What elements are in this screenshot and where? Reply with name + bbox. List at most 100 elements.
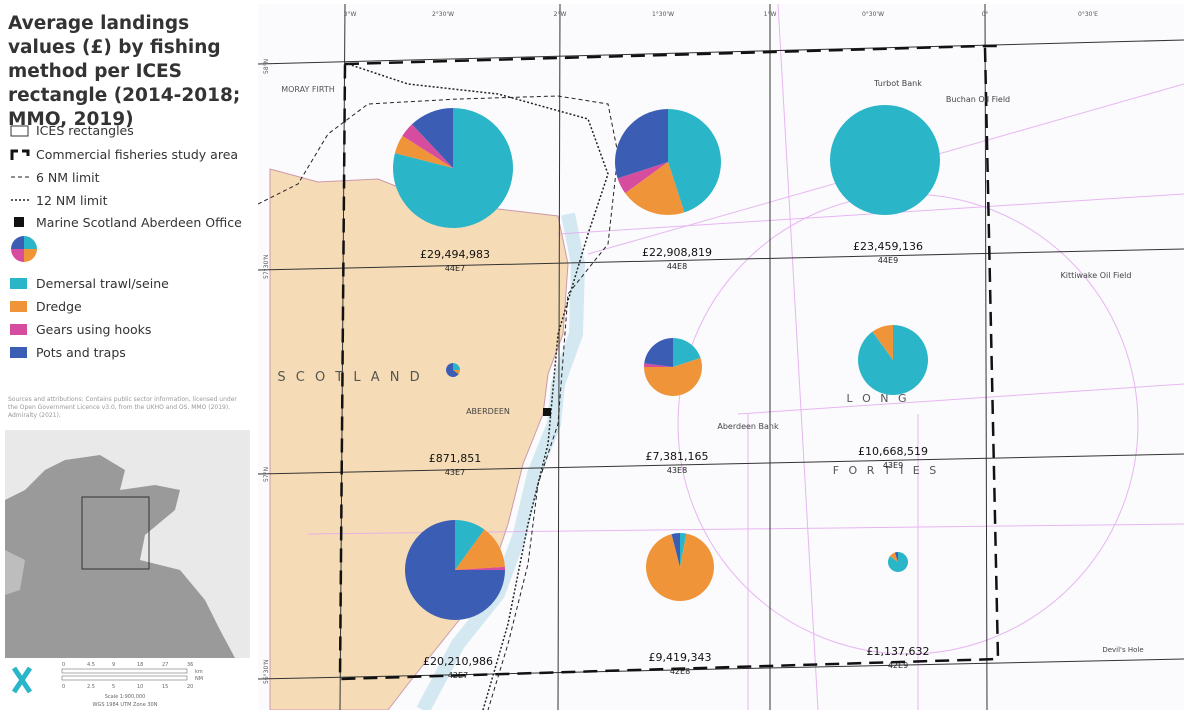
legend-symbol [11,176,29,178]
legend-label: ICES rectangles [36,123,134,138]
map-label: 57°N [263,467,270,482]
projection-text: WGS 1984 UTM Zone 30N [93,702,158,708]
scale-tick: 0 [62,662,65,668]
rectangle-total: £20,210,986 [423,655,493,668]
map-title: Average landings values (£) by fishing m… [8,13,241,130]
pie-slice [402,124,453,168]
legend-panel: Average landings values (£) by fishing m… [0,0,252,725]
pie-slice [872,325,893,360]
scale-tick: 5 [112,684,115,690]
rectangle-id: 42E9 [888,661,908,670]
pie-slice [446,363,459,377]
map: MORAY FIRTH S C O T L A N D ABERDEEN L O N … [258,4,1184,710]
scale-tick: 0 [62,684,65,690]
rectangle-total: £22,908,819 [642,246,712,259]
scale-tick: 27 [162,662,168,668]
legend-label: Marine Scotland Aberdeen Office [36,215,242,230]
scale-tick: 36 [187,662,193,668]
pie-slice [617,162,668,194]
pie-slice [644,338,673,367]
legend-label: Pots and traps [36,345,126,360]
map-label: Kittiwake Oil Field [1061,271,1132,280]
pie-slice [644,363,673,367]
pie-slice [668,109,721,213]
map-label: ABERDEEN [466,407,510,416]
rectangle-total: £29,494,983 [420,248,490,261]
map-label: S C O T L A N D [277,370,422,385]
scale-text: Scale 1:900,000 [105,694,146,700]
pie-slice [615,109,668,179]
legend-symbol [10,149,30,160]
scale-unit: NM [195,676,203,682]
legend-swatch [10,324,27,335]
rectangle-id: 43E8 [667,466,687,475]
scale-bar-km [61,668,188,674]
map-label: 0°30'W [862,11,884,18]
pie-slice [455,566,505,570]
map-label: Buchan Oil Field [946,95,1010,104]
legend-pie-slice [11,236,24,249]
pie-slice [889,552,898,562]
pie-slice [625,162,685,215]
legend-label: Dredge [36,299,82,314]
scale-bar-nm [61,675,188,681]
inset-map [5,430,250,658]
scale-tick: 2.5 [87,684,95,690]
logo [11,666,33,694]
scale-tick: 18 [137,662,143,668]
map-label: 1°30'W [652,11,674,18]
legend-label: 6 NM limit [36,170,100,185]
map-label: Aberdeen Bank [717,422,779,431]
rectangle-id: 44E7 [445,264,465,273]
scale-tick: 4.5 [87,662,95,668]
rectangle-id: 43E9 [883,461,903,470]
map-label: Devil's Hole [1102,646,1143,654]
map-label: 58°N [263,59,270,74]
rectangle-total: £23,459,136 [853,240,923,253]
pie-slice [888,552,909,572]
map-label: MORAY FIRTH [281,85,335,94]
legend-pie-icon [11,236,37,262]
map-label: 3°W [344,11,357,18]
legend-pie-slice [11,249,24,262]
map-label: 2°W [554,11,567,18]
legend-swatch [10,347,27,358]
legend-swatch [10,301,27,312]
map-label: 0° [982,11,989,18]
legend-label: Gears using hooks [36,322,152,337]
map-label: 2°30'W [432,11,454,18]
pie-slice [671,533,680,567]
legend-label: 12 NM limit [36,193,108,208]
pie-slice [644,358,702,396]
pie-slice [646,533,715,601]
map-label: F O R T I E S [833,464,940,477]
rectangle-total: £7,381,165 [646,450,709,463]
rectangle-total: £871,851 [429,452,482,465]
pie-slice [405,520,505,620]
pie-slice [830,105,940,215]
pie-slice [894,552,898,562]
rectangle-total: £9,419,343 [649,651,712,664]
legend-label: Commercial fisheries study area [36,147,239,162]
rectangle-id: 44E9 [878,256,898,265]
scale-tick: 15 [162,684,168,690]
legend-swatch [10,278,27,289]
rectangle-total: £1,137,632 [867,645,930,658]
legend-label: Demersal trawl/seine [36,276,169,291]
rectangle-total: £10,668,519 [858,445,928,458]
legend-pie-slice [24,249,37,262]
map-label: L O N G [846,392,909,405]
pie-slice [453,370,460,375]
legend-symbol [11,199,29,201]
legend-symbol [10,125,29,137]
rectangle-id: 43E7 [445,468,465,477]
map-label: 1°W [764,11,777,18]
pie-slice [394,135,453,168]
map-label: 0°30'E [1078,11,1098,18]
pie-slice [411,108,453,168]
pie-slice [680,533,687,567]
rectangle-id: 44E8 [667,262,687,271]
map-label: 56°30'N [263,660,270,684]
